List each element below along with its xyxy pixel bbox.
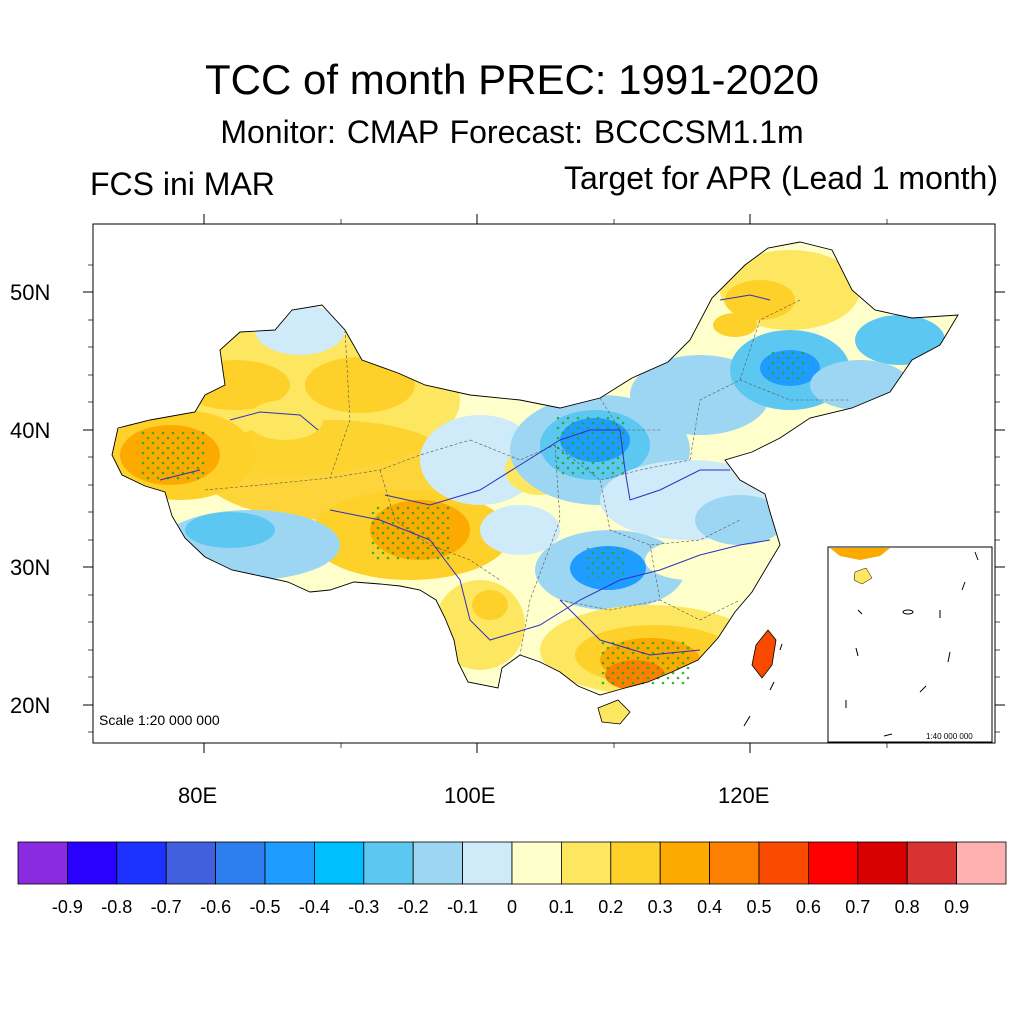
hainan	[597, 699, 631, 725]
colorbar-tick-label: 0.5	[746, 897, 772, 917]
colorbar-tick-label: 0.2	[598, 897, 624, 917]
inset-map	[827, 546, 993, 743]
colorbar-swatch	[412, 841, 464, 885]
lon-label-80e: 80E	[178, 783, 218, 808]
colorbar-swatch	[313, 841, 365, 885]
colorbar-tick-label: 0	[506, 897, 517, 917]
figure-title: TCC of month PREC: 1991-2020	[205, 56, 819, 103]
colorbar-tick-label: -0.9	[51, 897, 83, 917]
colorbar-swatch	[610, 841, 661, 885]
map-panel	[83, 214, 1005, 753]
colorbar-tick-label: -0.7	[150, 897, 182, 917]
init-label: FCS ini MAR	[90, 166, 275, 202]
colorbar-swatch	[215, 841, 266, 885]
colorbar-swatch	[17, 841, 68, 885]
colorbar-tick-label: -0.5	[249, 897, 281, 917]
colorbar-swatch	[709, 841, 760, 885]
colorbar-tick-label: -0.1	[447, 897, 479, 917]
colorbar-swatch	[165, 841, 216, 885]
colorbar-tick-label: -0.6	[200, 897, 232, 917]
colorbar-tick-label: 0.6	[795, 897, 821, 917]
lat-label-40n: 40N	[10, 418, 51, 443]
main-scale: Scale 1:20 000 000	[99, 712, 220, 728]
province-boundaries	[204, 299, 850, 656]
significance-stipple	[140, 352, 806, 685]
colorbar-tick-label: -0.4	[298, 897, 330, 917]
colorbar-tick-label: 0.9	[944, 897, 970, 917]
colorbar-swatch	[857, 841, 908, 885]
china-border	[111, 241, 959, 696]
axis-ticks	[83, 214, 1005, 753]
colorbar-tick-label: 0.1	[548, 897, 574, 917]
target-label: Target for APR (Lead 1 month)	[564, 160, 998, 196]
colorbar-swatch	[67, 841, 118, 885]
lat-label-30n: 30N	[10, 555, 51, 580]
colorbar-swatch	[659, 841, 711, 885]
lon-label-120e: 120E	[718, 783, 770, 808]
colorbar-swatch	[956, 841, 1007, 885]
colorbar-swatch	[511, 841, 562, 885]
inset-scale: 1:40 000 000	[926, 732, 973, 741]
colorbar-swatch	[561, 841, 612, 885]
colorbar-swatch	[906, 841, 958, 885]
colorbar-swatch	[363, 841, 414, 885]
colorbar-tick-label: 0.3	[647, 897, 673, 917]
colorbar-swatch	[264, 841, 315, 885]
colorbar-tick-label: -0.8	[101, 897, 133, 917]
coast-marks	[743, 643, 783, 727]
colorbar-tick-label: 0.8	[894, 897, 920, 917]
colorbar-tick-label: -0.2	[397, 897, 429, 917]
figure-subtitle: Monitor: CMAP Forecast: BCCCSM1.1m	[220, 114, 804, 150]
rivers	[159, 294, 771, 656]
colorbar-tick-label: 0.4	[697, 897, 723, 917]
lat-label-20n: 20N	[10, 693, 51, 718]
colorbar-tick-label: -0.3	[348, 897, 380, 917]
lon-label-100e: 100E	[444, 783, 496, 808]
colorbar-tick-label: 0.7	[845, 897, 871, 917]
taiwan	[751, 629, 777, 679]
lat-label-50n: 50N	[10, 280, 51, 305]
minor-ticks	[88, 219, 1000, 748]
colorbar-swatch	[462, 841, 513, 885]
colorbar-swatch	[808, 841, 859, 885]
colorbar-swatch	[116, 841, 167, 885]
colorbar-swatch	[758, 841, 809, 885]
